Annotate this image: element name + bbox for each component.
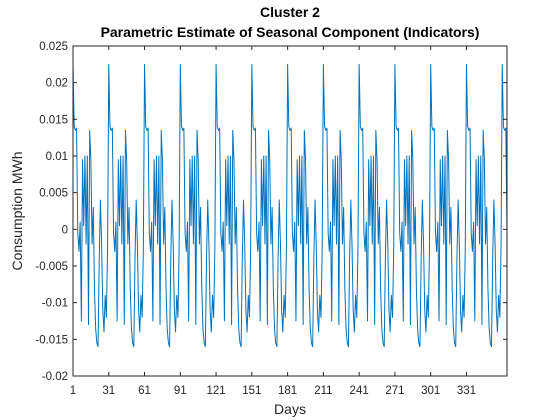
x-tick-label: 241: [350, 385, 369, 397]
y-tick-label: -0.015: [35, 334, 68, 346]
y-axis-ticks: -0.02 -0.015 -0.01 -0.005 0 0.005 0.01 0.015 0.0…: [35, 41, 507, 383]
x-tick-label: 61: [138, 385, 151, 397]
x-tick-label: 271: [385, 385, 404, 397]
y-tick-label: 0: [62, 224, 68, 236]
x-tick-label: 1: [70, 385, 76, 397]
x-axis-ticks: 1 31 61 91 121 151 181 211 241 271 301 331: [70, 46, 476, 397]
x-tick-label: 91: [174, 385, 187, 397]
x-tick-label: 181: [278, 385, 297, 397]
y-tick-label: 0.01: [46, 151, 68, 163]
y-tick-label: 0.025: [39, 41, 68, 53]
x-tick-label: 121: [206, 385, 225, 397]
chart-subtitle: Parametric Estimate of Seasonal Componen…: [101, 24, 480, 40]
x-tick-label: 331: [457, 385, 476, 397]
y-axis-label: Consumption MWh: [9, 151, 25, 270]
x-tick-label: 151: [242, 385, 261, 397]
y-tick-label: -0.005: [35, 261, 68, 273]
series-layer: [72, 63, 508, 348]
series-line-1: [72, 63, 508, 348]
y-tick-label: -0.02: [42, 371, 68, 383]
x-tick-label: 31: [102, 385, 115, 397]
x-tick-label: 301: [421, 385, 440, 397]
y-tick-label: 0.005: [39, 188, 68, 200]
chart-title: Cluster 2: [260, 4, 320, 20]
x-tick-label: 211: [314, 385, 332, 397]
y-tick-label: 0.02: [46, 78, 68, 90]
plot-box: [72, 45, 508, 377]
x-axis-label: Days: [274, 401, 306, 417]
y-tick-label: -0.01: [42, 298, 68, 310]
y-tick-label: 0.015: [39, 114, 68, 126]
